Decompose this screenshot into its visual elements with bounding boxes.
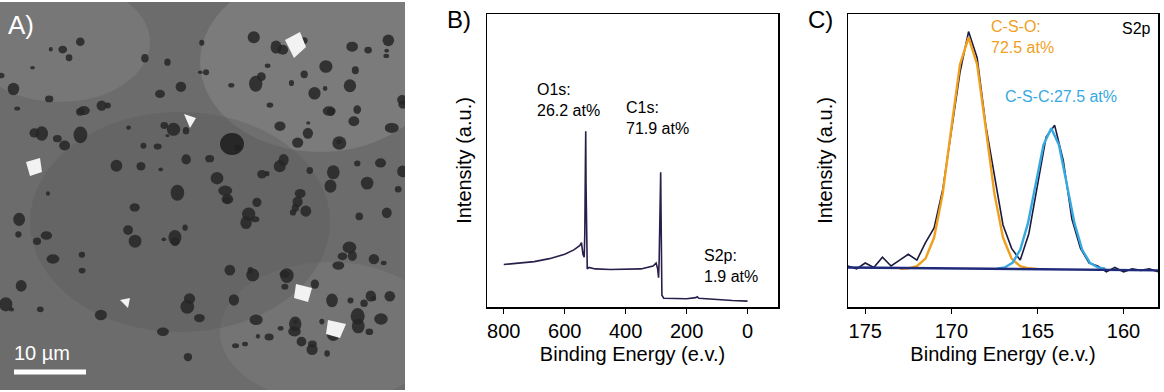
svg-text:600: 600: [548, 320, 581, 342]
svg-text:175: 175: [849, 320, 882, 342]
svg-text:170: 170: [935, 320, 968, 342]
svg-text:165: 165: [1021, 320, 1054, 342]
svg-text:C1s:71.9 at%: C1s:71.9 at%: [626, 99, 689, 137]
svg-text:S2p: S2p: [1122, 20, 1151, 37]
svg-text:Binding Energy (e.v.): Binding Energy (e.v.): [540, 343, 725, 365]
svg-text:Binding Energy (e.v.): Binding Energy (e.v.): [910, 343, 1095, 365]
svg-text:A): A): [8, 10, 34, 40]
svg-text:Intensity (a.u.): Intensity (a.u.): [814, 97, 836, 224]
svg-text:200: 200: [670, 320, 703, 342]
svg-text:S2p:1.9 at%: S2p:1.9 at%: [704, 247, 758, 285]
svg-text:B): B): [447, 6, 471, 33]
svg-text:10 µm: 10 µm: [14, 342, 70, 364]
svg-text:O1s:26.2 at%: O1s:26.2 at%: [537, 81, 600, 119]
svg-text:800: 800: [487, 320, 520, 342]
svg-text:Intensity (a.u.): Intensity (a.u.): [453, 97, 475, 224]
svg-text:C): C): [808, 6, 833, 33]
svg-text:400: 400: [609, 320, 642, 342]
svg-text:0: 0: [742, 320, 753, 342]
svg-text:160: 160: [1107, 320, 1140, 342]
svg-text:C-S-O:72.5 at%: C-S-O:72.5 at%: [991, 18, 1054, 56]
svg-text:C-S-C:27.5 at%: C-S-C:27.5 at%: [1005, 88, 1117, 105]
